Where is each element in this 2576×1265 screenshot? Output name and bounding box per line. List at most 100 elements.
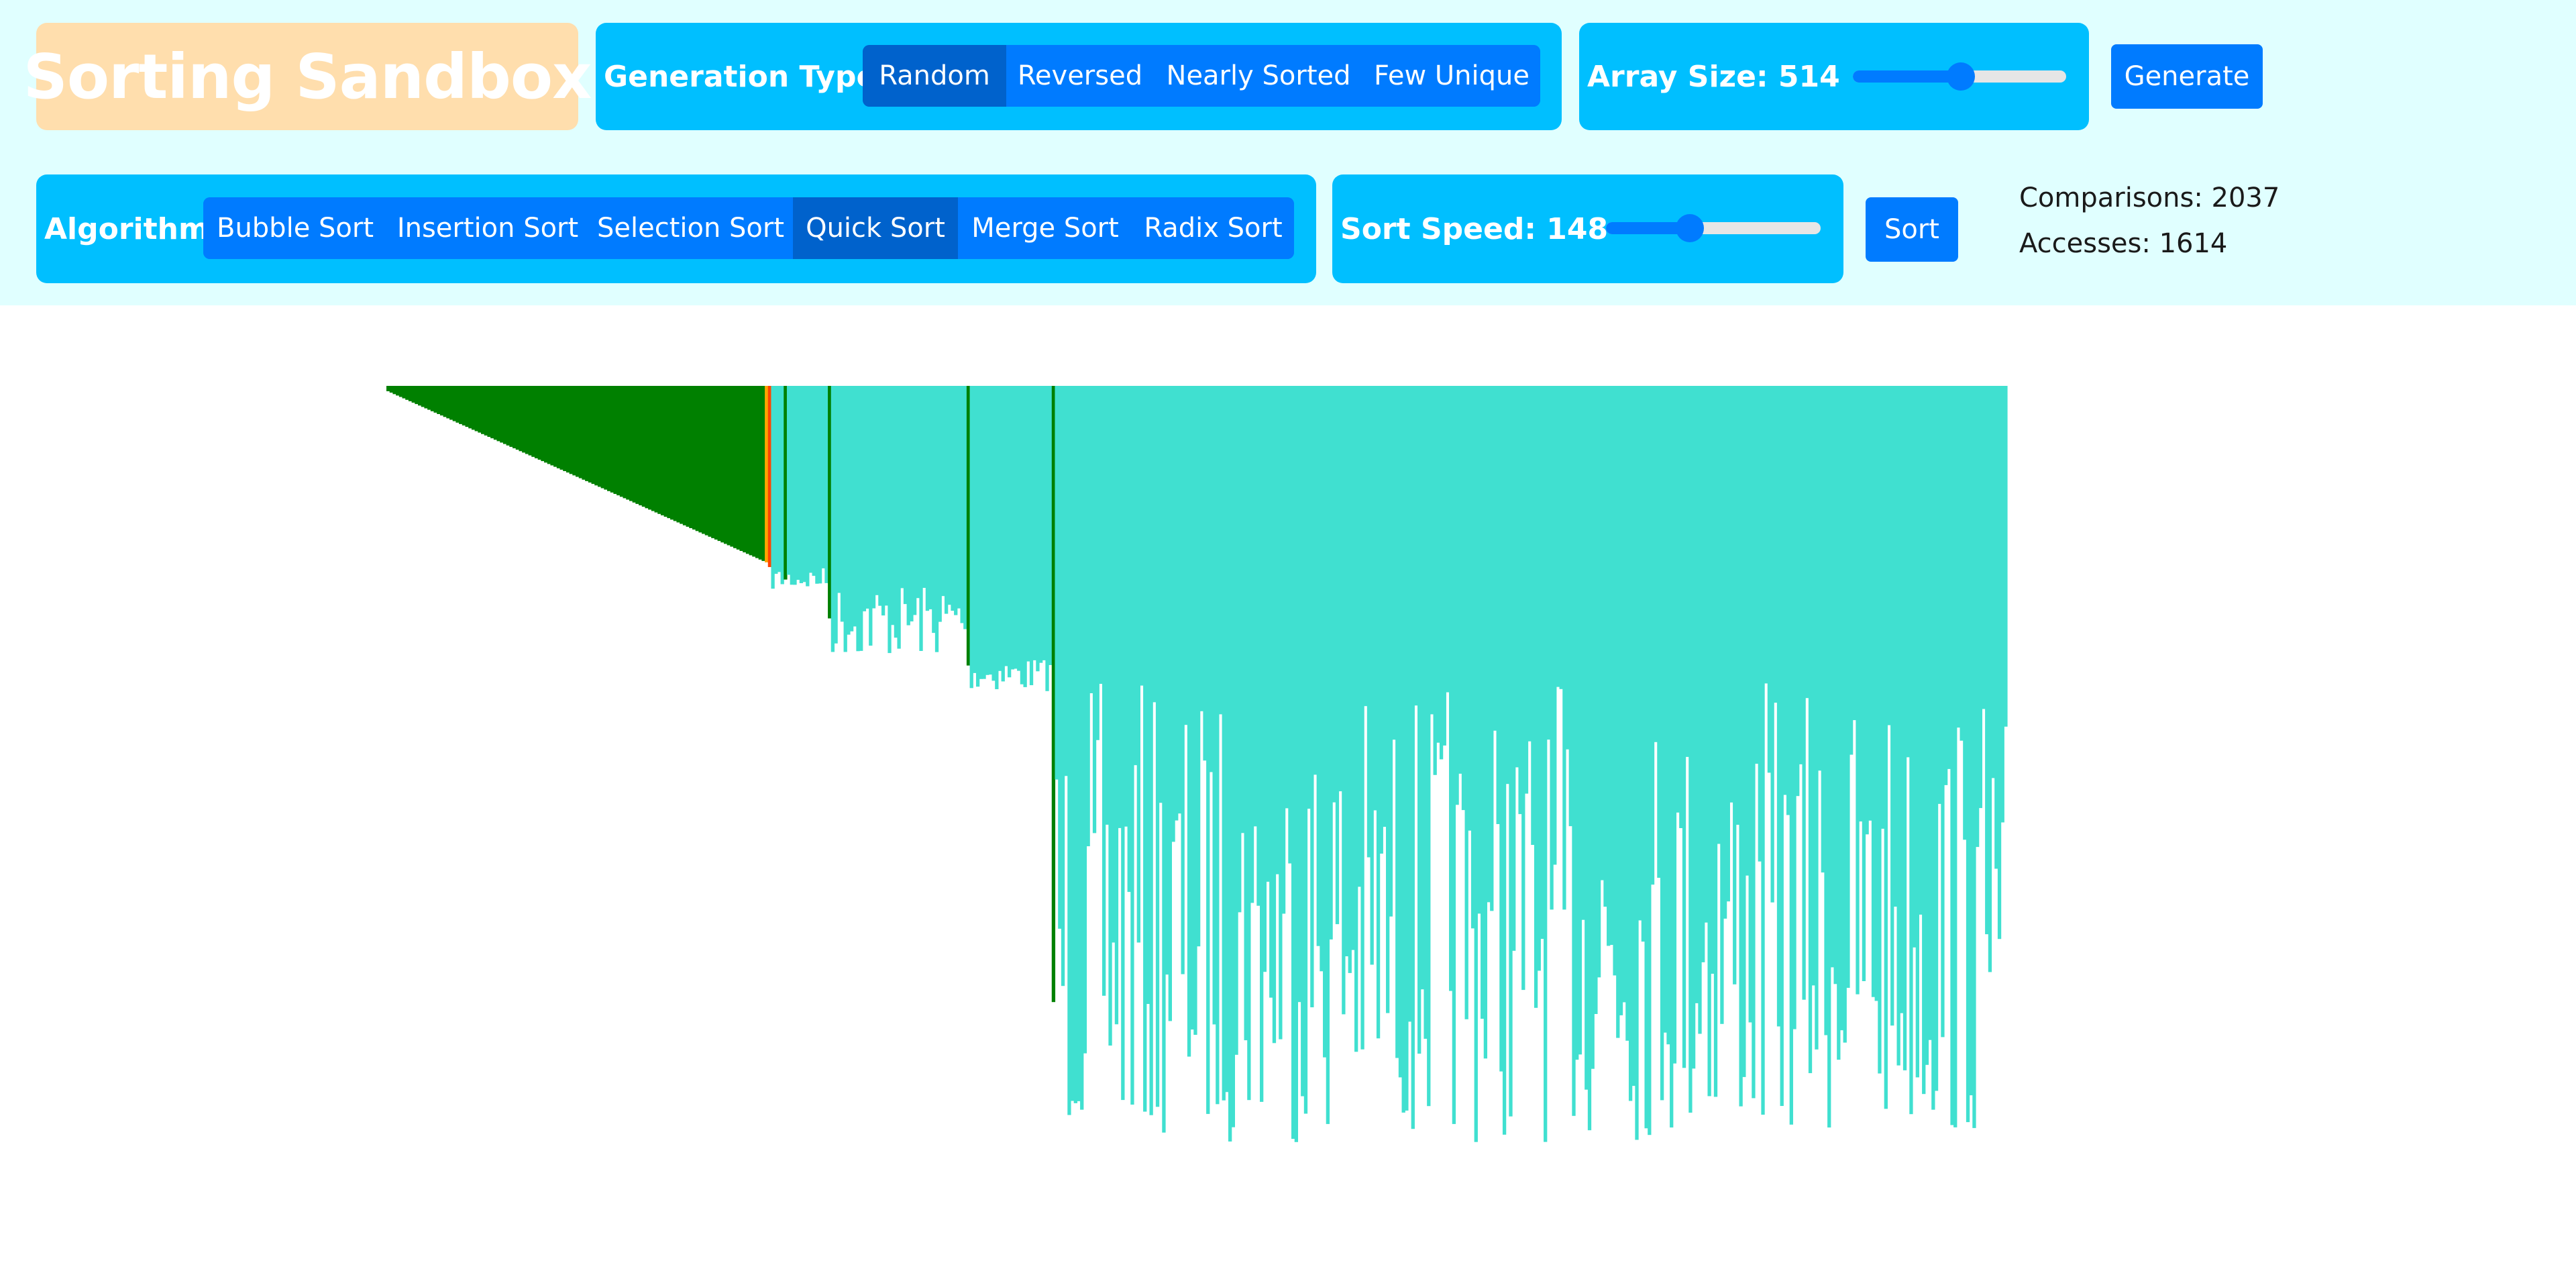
array-bar <box>525 386 529 454</box>
generation-reversed-button[interactable]: Reversed <box>1006 45 1154 107</box>
array-bar <box>793 386 797 585</box>
generation-nearly-sorted-button[interactable]: Nearly Sorted <box>1154 45 1363 107</box>
sort-speed-slider[interactable] <box>1606 214 1821 242</box>
array-bar <box>1915 386 1919 1078</box>
array-bar <box>446 386 450 419</box>
array-bar <box>613 386 617 494</box>
array-bar <box>1839 386 1844 1031</box>
array-bar <box>1058 386 1062 929</box>
algorithm-label: Algorithm: <box>44 211 221 246</box>
array-bar <box>1316 386 1320 946</box>
array-bar <box>1266 386 1270 882</box>
array-bar <box>1884 386 1888 1109</box>
algorithm-radix-sort-button[interactable]: Radix Sort <box>1132 197 1294 259</box>
array-bar <box>2004 386 2008 727</box>
algorithm-bubble-sort-button[interactable]: Bubble Sort <box>203 197 387 259</box>
array-bar <box>1487 386 1491 903</box>
array-bar <box>1452 386 1456 1124</box>
array-bar <box>663 386 667 517</box>
array-bar <box>531 386 535 457</box>
array-bar <box>1348 386 1352 973</box>
array-bar <box>1963 386 1967 840</box>
array-bar <box>1238 386 1242 913</box>
array-bar <box>547 386 551 464</box>
array-bar <box>1216 386 1220 1105</box>
array-bar <box>1735 386 1740 825</box>
array-bar <box>1152 386 1157 703</box>
array-bar <box>973 386 977 673</box>
array-bar <box>875 386 879 595</box>
array-bar <box>1985 386 1989 935</box>
array-bar <box>808 386 813 573</box>
array-bar <box>790 386 794 585</box>
array-bar <box>708 386 712 537</box>
array-bar <box>1206 386 1210 1114</box>
array-bar <box>1077 386 1081 1101</box>
array-bar <box>1928 386 1932 1040</box>
array-size-slider[interactable] <box>1853 62 2066 91</box>
generation-type-group: Random Reversed Nearly Sorted Few Unique <box>863 45 1540 107</box>
array-bar <box>519 386 523 452</box>
array-bar <box>572 386 576 476</box>
array-bar <box>1644 386 1648 1129</box>
array-bar <box>1256 386 1260 906</box>
array-bar <box>1537 386 1541 971</box>
array-bar <box>1638 386 1642 921</box>
array-bar <box>1171 386 1175 842</box>
array-bar <box>408 386 413 401</box>
array-bar <box>982 386 986 679</box>
array-bar <box>1783 386 1787 795</box>
array-bar <box>396 386 400 396</box>
array-bar <box>1187 386 1191 1057</box>
array-bar <box>1912 386 1917 948</box>
array-bar <box>1383 386 1387 827</box>
array-bar <box>439 386 444 416</box>
array-bar <box>1880 386 1885 829</box>
algorithm-quick-sort-button[interactable]: Quick Sort <box>793 197 958 259</box>
array-bar <box>799 386 804 583</box>
algorithm-insertion-sort-button[interactable]: Insertion Sort <box>387 197 588 259</box>
array-bar <box>1982 386 1986 709</box>
array-bar <box>1960 386 1964 741</box>
generation-few-unique-button[interactable]: Few Unique <box>1363 45 1540 107</box>
generate-button[interactable]: Generate <box>2111 44 2263 109</box>
array-bar <box>604 386 608 490</box>
array-bar <box>1868 386 1872 821</box>
array-bar <box>398 386 403 397</box>
array-bar <box>1405 386 1409 1111</box>
array-bar <box>474 386 478 432</box>
array-bar <box>1342 386 1346 1015</box>
array-bar <box>1670 386 1674 1128</box>
array-bar <box>1512 386 1516 951</box>
generation-random-button[interactable]: Random <box>863 45 1006 107</box>
array-bar <box>733 386 737 548</box>
sort-speed-slider-thumb[interactable] <box>1676 214 1704 242</box>
array-bar <box>849 386 854 631</box>
array-bar <box>1275 386 1279 874</box>
array-bar <box>660 386 665 515</box>
array-bar <box>925 386 930 611</box>
array-bar <box>821 386 825 568</box>
array-bar <box>1745 386 1750 876</box>
array-bar <box>1666 386 1670 1045</box>
array-size-slider-thumb[interactable] <box>1947 62 1975 91</box>
array-bar <box>556 386 561 468</box>
sort-button[interactable]: Sort <box>1866 197 1958 262</box>
array-bar <box>1578 386 1582 1055</box>
array-bar <box>1307 386 1311 809</box>
array-bar <box>1575 386 1579 1060</box>
array-bar <box>1603 386 1607 907</box>
array-bar <box>1468 386 1472 831</box>
array-bar <box>1231 386 1235 1127</box>
array-bar <box>888 386 892 654</box>
array-bar <box>957 386 961 609</box>
array-bar <box>1865 386 1869 835</box>
array-bar <box>1937 386 1941 804</box>
array-bar <box>1285 386 1289 809</box>
array-bar <box>544 386 548 463</box>
array-bar <box>1754 386 1759 764</box>
array-bar <box>1395 386 1399 1058</box>
algorithm-merge-sort-button[interactable]: Merge Sort <box>958 197 1132 259</box>
array-bar <box>995 386 999 689</box>
algorithm-selection-sort-button[interactable]: Selection Sort <box>588 197 793 259</box>
